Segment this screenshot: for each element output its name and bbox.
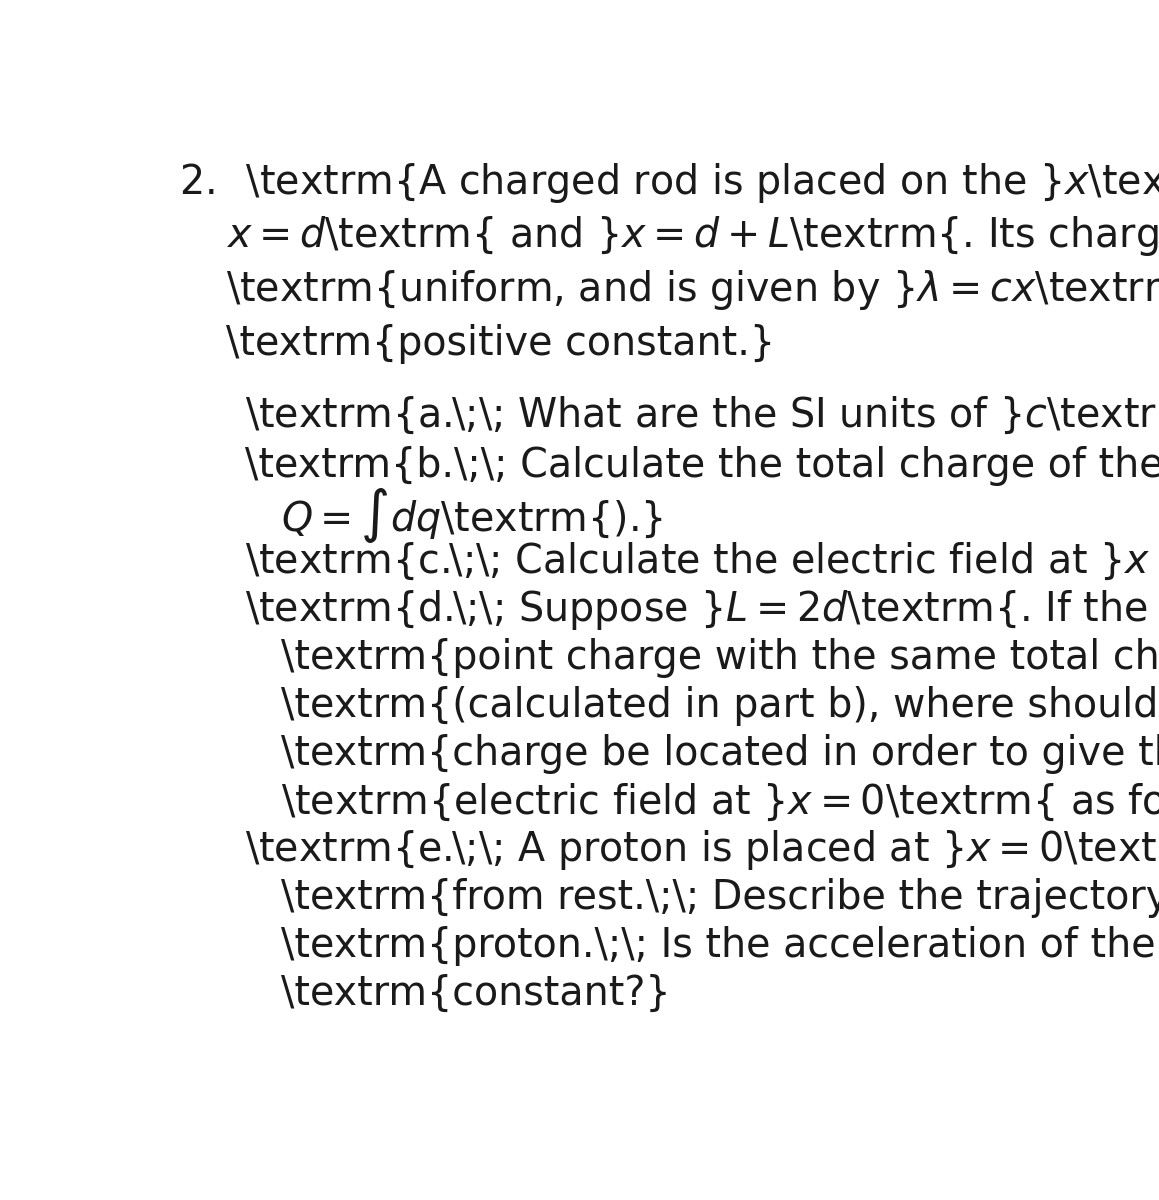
- Text: \textrm{a.\;\; What are the SI units of }$c$\textrm{?}: \textrm{a.\;\; What are the SI units of …: [246, 395, 1159, 437]
- Text: \textrm{(calculated in part b), where should the point}: \textrm{(calculated in part b), where sh…: [282, 685, 1159, 726]
- Text: \textrm{point charge with the same total charge}: \textrm{point charge with the same total…: [282, 637, 1159, 678]
- Text: \textrm{b.\;\; Calculate the total charge of the rod (hint:}: \textrm{b.\;\; Calculate the total charg…: [246, 445, 1159, 486]
- Text: \textrm{e.\;\; A proton is placed at }$x = 0$\textrm{ and is released}: \textrm{e.\;\; A proton is placed at }$x…: [246, 828, 1159, 872]
- Text: $2.\;\;$\textrm{A charged rod is placed on the }$x$\textrm{-axis between}: $2.\;\;$\textrm{A charged rod is placed …: [178, 161, 1159, 205]
- Text: \textrm{electric field at }$x = 0$\textrm{ as for the rod.}: \textrm{electric field at }$x = 0$\textr…: [282, 781, 1159, 822]
- Text: \textrm{constant?}: \textrm{constant?}: [282, 974, 671, 1014]
- Text: \textrm{proton.\;\; Is the acceleration of the proton}: \textrm{proton.\;\; Is the acceleration …: [282, 926, 1159, 966]
- Text: $x = d$\textrm{ and }$x = d + L$\textrm{. Its charge density is }\textit{not}: $x = d$\textrm{ and }$x = d + L$\textrm{…: [226, 215, 1159, 258]
- Text: $Q = \int dq$\textrm{).}: $Q = \int dq$\textrm{).}: [282, 486, 663, 545]
- Text: \textrm{c.\;\; Calculate the electric field at }$x = 0$\textrm{.}: \textrm{c.\;\; Calculate the electric fi…: [246, 541, 1159, 582]
- Text: \textrm{d.\;\; Suppose }$L = 2d$\textrm{. If the rod is replaced by a}: \textrm{d.\;\; Suppose }$L = 2d$\textrm{…: [246, 588, 1159, 631]
- Text: \textrm{uniform, and is given by }$\lambda = cx$\textrm{, where }$c$\textrm{ is : \textrm{uniform, and is given by }$\lamb…: [226, 268, 1159, 312]
- Text: \textrm{from rest.\;\; Describe the trajectory of the}: \textrm{from rest.\;\; Describe the traj…: [282, 878, 1159, 918]
- Text: \textrm{charge be located in order to give the same}: \textrm{charge be located in order to gi…: [282, 734, 1159, 774]
- Text: \textrm{positive constant.}: \textrm{positive constant.}: [226, 324, 775, 364]
